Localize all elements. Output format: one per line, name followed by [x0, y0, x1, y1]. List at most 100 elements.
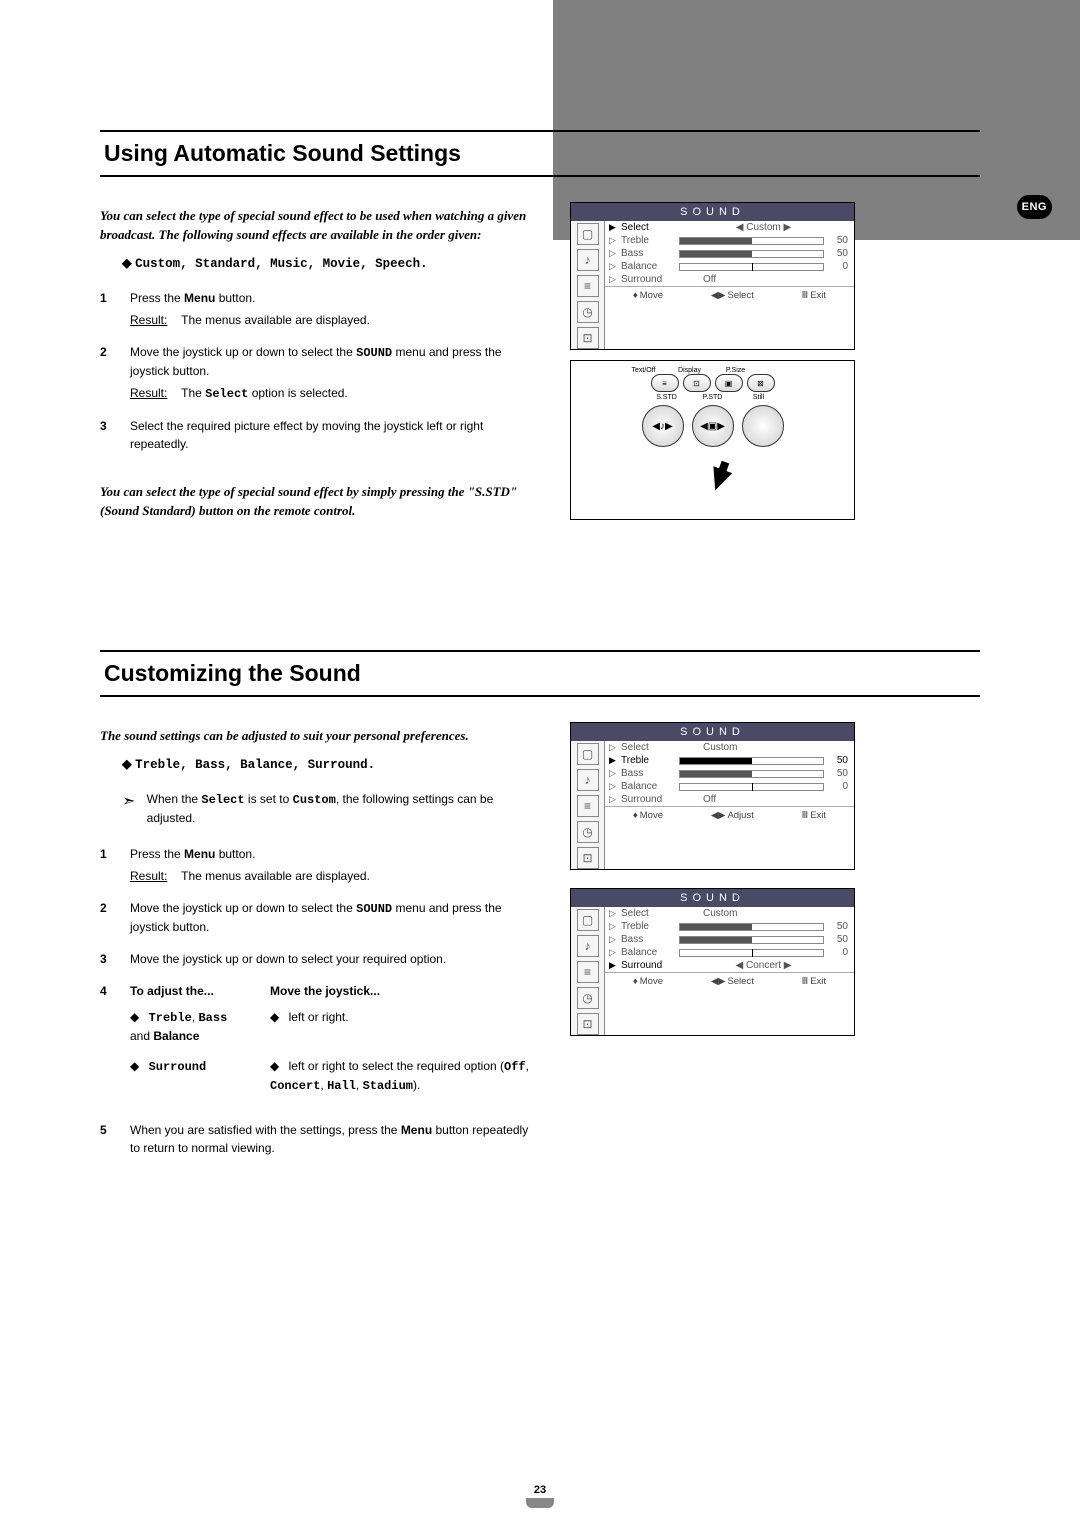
foot-select: ◀▶Select — [711, 290, 754, 301]
pointer-icon: ➣ — [122, 790, 147, 827]
remote-big-button: ◀▣▶ — [692, 405, 734, 447]
section-title-bar: Customizing the Sound — [100, 650, 980, 697]
pointer-arrow-icon — [706, 466, 732, 494]
sound-icon: ♪ — [577, 249, 599, 271]
osd-row-bass: ▷Bass50 — [605, 247, 854, 260]
osd-title: SOUND — [571, 723, 854, 741]
step-5: 5 When you are satisfied with the settin… — [100, 1121, 540, 1157]
intro-text: You can select the type of special sound… — [100, 207, 540, 245]
remote-label — [761, 367, 803, 374]
step-body: Move the joystick up or down to select t… — [130, 899, 540, 936]
section-auto-sound: Using Automatic Sound Settings You can s… — [100, 130, 980, 520]
clock-icon: ◷ — [577, 821, 599, 843]
step-number: 2 — [100, 899, 130, 936]
osd-row-select: ▷SelectCustom — [605, 907, 854, 920]
step-body: Press the Menu button. Result: The menus… — [130, 845, 540, 885]
step-body: Press the Menu button. Result: The menus… — [130, 289, 540, 329]
section-customizing-sound: Customizing the Sound The sound settings… — [100, 650, 980, 1157]
osd-row-bass: ▷Bass50 — [605, 933, 854, 946]
step-number: 1 — [100, 845, 130, 885]
options-list: ◆ Custom, Standard, Music, Movie, Speech… — [122, 255, 540, 271]
osd-footer: ♦Move ◀▶Select ⅢExit — [605, 286, 854, 305]
osd-title: SOUND — [571, 203, 854, 221]
sound-icon: ♪ — [577, 935, 599, 957]
osd-row-select: ▷SelectCustom — [605, 741, 854, 754]
foot-adjust: ◀▶Adjust — [711, 810, 754, 821]
channel-icon: ≡ — [577, 961, 599, 983]
osd-row-treble: ▷Treble50 — [605, 920, 854, 933]
osd-row-surround: ▶Surround◀ Concert ▶ — [605, 959, 854, 972]
osd-row-select: ▶Select◀ Custom ▶ — [605, 221, 854, 234]
channel-icon: ≡ — [577, 795, 599, 817]
osd-row-treble: ▶Treble50 — [605, 754, 854, 767]
step-4: 4 To adjust the... Move the joystick... … — [100, 982, 540, 1107]
remote-big-button: ◀♪▶ — [642, 405, 684, 447]
osd-icon-column: ▢ ♪ ≡ ◷ ⊡ — [571, 221, 605, 349]
options-list: ◆ Treble, Bass, Balance, Surround. — [122, 756, 540, 772]
step-body: Move the joystick up or down to select y… — [130, 950, 540, 968]
remote-note: You can select the type of special sound… — [100, 483, 540, 521]
remote-label: Text/Off — [623, 367, 665, 374]
setup-icon: ⊡ — [577, 1013, 599, 1035]
osd-row-balance: ▷Balance0 — [605, 780, 854, 793]
step-body: Select the required picture effect by mo… — [130, 417, 540, 453]
osd-title: SOUND — [571, 889, 854, 907]
foot-move: ♦Move — [633, 810, 663, 821]
step-number: 5 — [100, 1121, 130, 1157]
section-title-bar: Using Automatic Sound Settings — [100, 130, 980, 177]
setup-icon: ⊡ — [577, 327, 599, 349]
osd-panel-1: SOUND ▢ ♪ ≡ ◷ ⊡ ▶Select◀ Custom ▶ ▷Trebl… — [570, 202, 855, 350]
clock-icon: ◷ — [577, 301, 599, 323]
sound-icon: ♪ — [577, 769, 599, 791]
osd-panel-3: SOUND ▢ ♪ ≡ ◷ ⊡ ▷SelectCustom ▷Treble50 … — [570, 888, 855, 1036]
foot-move: ♦Move — [633, 290, 663, 301]
osd-icon-column: ▢ ♪ ≡ ◷ ⊡ — [571, 907, 605, 1035]
remote-label: Still — [738, 394, 780, 401]
osd-row-balance: ▷Balance0 — [605, 946, 854, 959]
tv-icon: ▢ — [577, 223, 599, 245]
table-row: ◆ Surround ◆ left or right to select the… — [130, 1057, 540, 1095]
result-label: Result: — [130, 384, 178, 402]
step-2: 2 Move the joystick up or down to select… — [100, 899, 540, 936]
step-number: 3 — [100, 417, 130, 453]
osd-row-treble: ▷Treble50 — [605, 234, 854, 247]
step-number: 1 — [100, 289, 130, 329]
osd-row-surround: ▷SurroundOff — [605, 793, 854, 806]
result-label: Result: — [130, 311, 178, 329]
setup-icon: ⊡ — [577, 847, 599, 869]
osd-row-balance: ▷Balance0 — [605, 260, 854, 273]
table-row: ◆ Treble, Bass and Balance ◆ left or rig… — [130, 1008, 540, 1045]
tv-icon: ▢ — [577, 743, 599, 765]
remote-big-button — [742, 405, 784, 447]
page-number: 23 — [534, 1484, 546, 1496]
osd-row-bass: ▷Bass50 — [605, 767, 854, 780]
step-3: 3 Select the required picture effect by … — [100, 417, 540, 453]
clock-icon: ◷ — [577, 987, 599, 1009]
remote-button: ≡ — [651, 374, 679, 392]
result-label: Result: — [130, 867, 178, 885]
options-text: Treble, Bass, Balance, Surround. — [135, 758, 375, 772]
remote-label: P.Size — [715, 367, 757, 374]
page-tab-icon — [526, 1498, 554, 1508]
foot-exit: ⅢExit — [802, 810, 826, 821]
step-body: Move the joystick up or down to select t… — [130, 343, 540, 403]
remote-diagram: Text/Off Display P.Size ≡ ⊡ ▣ ⊠ S.STD P.… — [570, 360, 855, 520]
step-1: 1 Press the Menu button. Result: The men… — [100, 289, 540, 329]
osd-row-surround: ▷SurroundOff — [605, 273, 854, 286]
remote-label: Display — [669, 367, 711, 374]
foot-select: ◀▶Select — [711, 976, 754, 987]
step-2: 2 Move the joystick up or down to select… — [100, 343, 540, 403]
remote-label: P.STD — [692, 394, 734, 401]
pointer-note: ➣ When the Select is set to Custom, the … — [122, 790, 540, 827]
language-badge: ENG — [1017, 195, 1052, 219]
section-title: Customizing the Sound — [104, 660, 976, 687]
step-number: 4 — [100, 982, 130, 1107]
foot-move: ♦Move — [633, 976, 663, 987]
foot-exit: ⅢExit — [802, 290, 826, 301]
table-header: To adjust the... Move the joystick... — [130, 982, 540, 1000]
tv-icon: ▢ — [577, 909, 599, 931]
step-1: 1 Press the Menu button. Result: The men… — [100, 845, 540, 885]
osd-footer: ♦Move ◀▶Select ⅢExit — [605, 972, 854, 991]
osd-panel-2: SOUND ▢ ♪ ≡ ◷ ⊡ ▷SelectCustom ▶Treble50 … — [570, 722, 855, 870]
section-title: Using Automatic Sound Settings — [104, 140, 976, 167]
